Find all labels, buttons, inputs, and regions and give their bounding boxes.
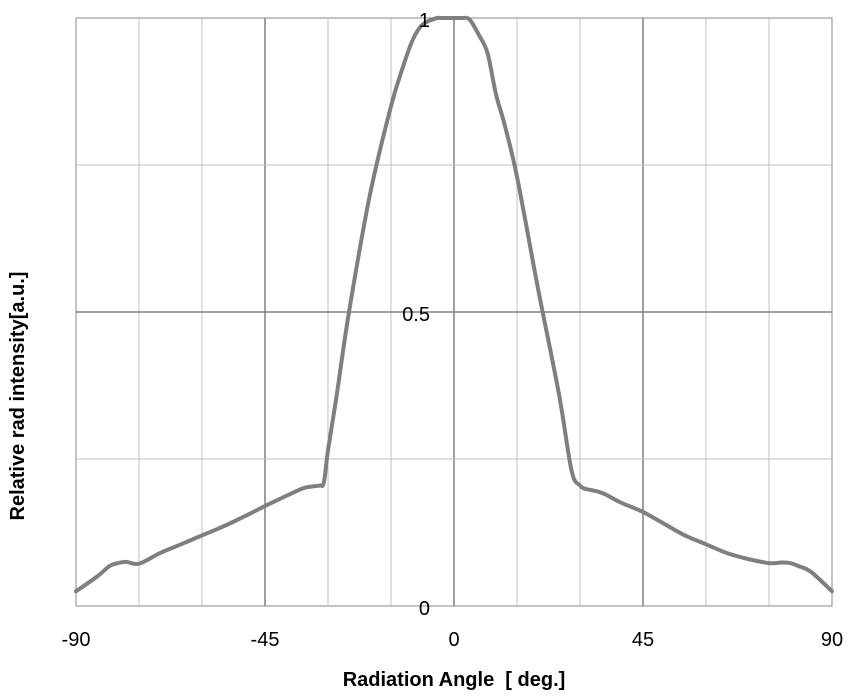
x-tick-label: 90	[821, 629, 843, 651]
x-tick-label: 0	[448, 629, 459, 651]
x-tick-label: 45	[632, 629, 654, 651]
x-tick-label: -45	[251, 629, 280, 651]
x-tick-label: -90	[62, 629, 91, 651]
y-tick-label: 0	[419, 598, 430, 620]
grid-lines	[76, 18, 832, 606]
x-axis-title: Radiation Angle [ deg.]	[343, 669, 566, 691]
y-tick-label: 0.5	[402, 304, 430, 326]
y-tick-label: 1	[419, 10, 430, 32]
y-axis-title: Relative rad intensity[a.u.]	[7, 272, 29, 521]
series-line	[74, 15, 834, 594]
